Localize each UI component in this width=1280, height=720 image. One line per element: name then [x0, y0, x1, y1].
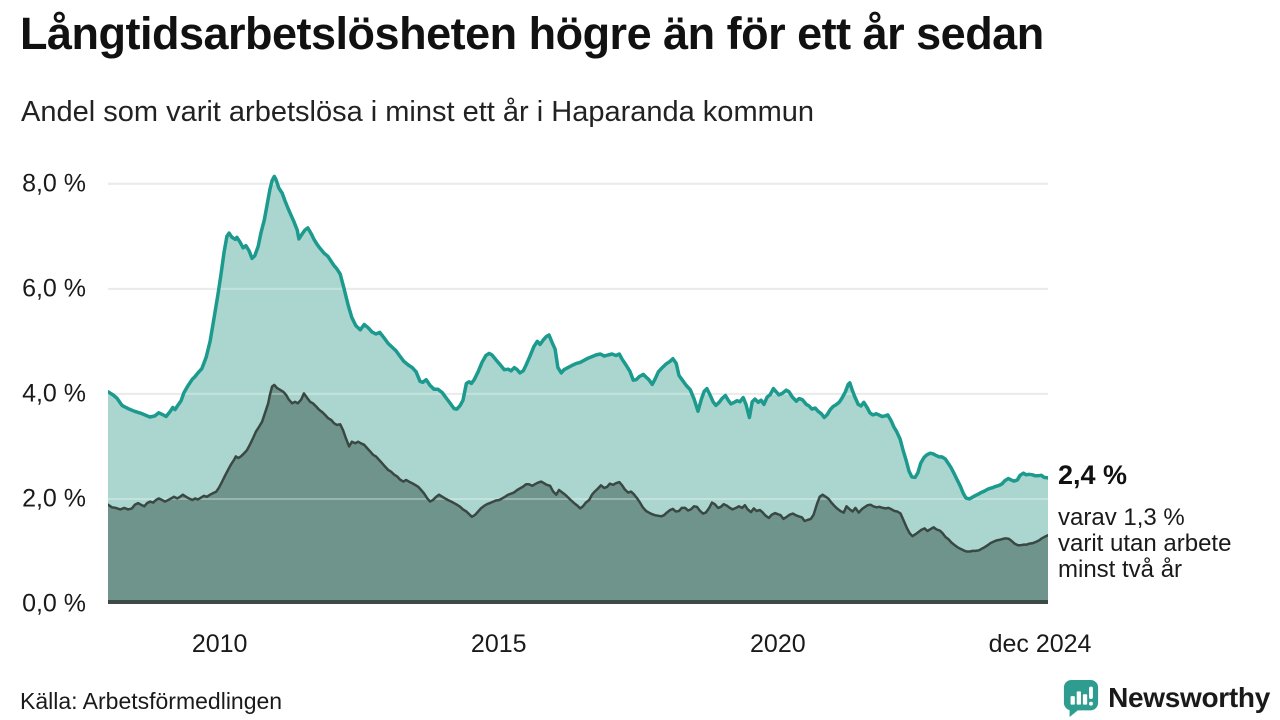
end-value-annotation: 2,4 % varav 1,3 % varit utan arbete mins… — [1058, 460, 1280, 583]
x-tick-label: 2020 — [750, 630, 806, 658]
newsworthy-bubble-chart-icon — [1062, 679, 1100, 717]
plot-svg — [106, 174, 1050, 604]
end-value-subline-2: varit utan arbete — [1058, 530, 1232, 557]
end-value-total: 2,4 % — [1058, 460, 1128, 490]
source-note: Källa: Arbetsförmedlingen — [20, 688, 283, 714]
y-tick-label: 2,0 % — [22, 484, 86, 513]
y-tick-label: 0,0 % — [22, 589, 86, 618]
y-tick-label: 6,0 % — [22, 274, 86, 303]
plot-area — [106, 168, 1050, 604]
y-tick-label: 8,0 % — [22, 169, 86, 198]
x-tick-label: 2015 — [470, 630, 527, 658]
y-axis: 0,0 % 2,0 % 4,0 % 6,0 % 8,0 % — [0, 168, 96, 617]
page-title: Långtidsarbetslösheten högre än för ett … — [20, 8, 1044, 59]
brand-name: Newsworthy — [1108, 682, 1270, 713]
end-value-subline-1: varav 1,3 % — [1058, 504, 1185, 531]
x-tick-label: 2010 — [191, 630, 248, 658]
page-subtitle: Andel som varit arbetslösa i minst ett å… — [21, 96, 815, 128]
end-value-subline-3: minst två år — [1058, 556, 1183, 583]
brand-logo: Newsworthy — [1062, 679, 1270, 717]
y-tick-label: 4,0 % — [22, 379, 86, 408]
x-tick-label: dec 2024 — [988, 630, 1092, 658]
x-axis: 2010 2015 2020 dec 2024 — [108, 630, 1092, 664]
